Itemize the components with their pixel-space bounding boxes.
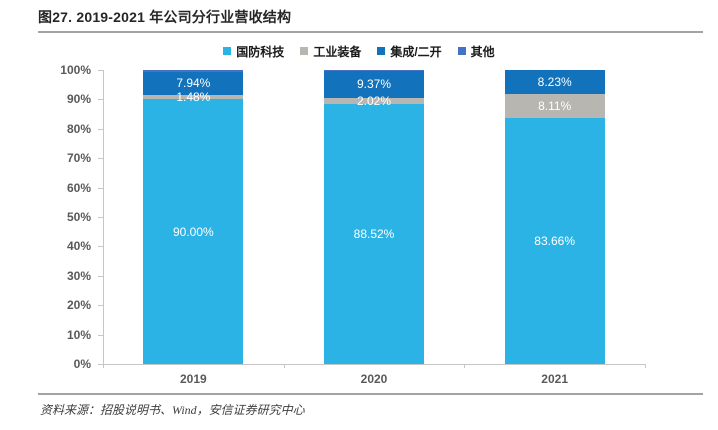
y-axis-tick xyxy=(98,70,103,71)
bar-value-label: 90.00% xyxy=(172,224,214,239)
bar-segment-2021-s1 xyxy=(504,94,605,119)
bar-segment-2019-s2 xyxy=(143,71,244,96)
bar-value-label: 9.37% xyxy=(356,77,392,92)
y-axis-tick xyxy=(98,305,103,307)
x-axis-tick xyxy=(103,364,104,368)
source-divider xyxy=(38,393,703,395)
y-axis-tick xyxy=(98,334,103,336)
y-axis-label: 90% xyxy=(66,92,91,107)
y-axis-tick xyxy=(98,246,103,248)
x-axis-label: 2021 xyxy=(541,372,568,386)
y-axis-label: 60% xyxy=(66,180,91,195)
y-axis-label: 70% xyxy=(66,151,91,166)
y-axis-label: 10% xyxy=(66,327,91,342)
bar-segment-2019-s1 xyxy=(143,95,244,100)
y-axis-label: 40% xyxy=(66,239,91,254)
bar-value-label: 83.66% xyxy=(534,234,575,249)
y-axis-label: 0% xyxy=(73,357,91,371)
y-axis-tick xyxy=(98,158,103,160)
bar-value-label: 8.23% xyxy=(537,75,572,90)
y-axis-tick xyxy=(98,99,103,101)
legend-swatch-icon xyxy=(300,47,309,55)
stacked-bar-chart: 0% 10% 20% 30% 40% 50% 60% 70% 80% 90% 100% 90.00% 1… xyxy=(0,62,718,402)
y-axis-tick xyxy=(98,128,103,130)
legend-item-3: 其他 xyxy=(457,43,495,60)
y-axis-label: 50% xyxy=(66,210,91,224)
y-axis-tick xyxy=(98,217,103,218)
bar-segment-2021-s2 xyxy=(504,70,605,95)
bar-value-label: 8.11% xyxy=(538,99,572,114)
bar-segment-2020-s2 xyxy=(324,70,424,98)
legend-label: 国防科技 xyxy=(236,44,285,59)
x-axis-tick xyxy=(283,364,285,368)
y-axis-tick xyxy=(98,364,103,365)
figure-title: 图27. 2019-2021 年公司分行业营收结构 xyxy=(38,9,292,25)
y-axis-label: 20% xyxy=(66,298,91,313)
legend-label: 工业装备 xyxy=(313,44,362,59)
bar-value-label: 88.52% xyxy=(353,226,395,241)
y-axis-tick xyxy=(98,187,103,189)
x-axis-tick xyxy=(464,364,466,368)
bar-value-label: 1.48% xyxy=(176,90,211,105)
legend-item-1: 工业装备 xyxy=(300,43,361,60)
title-divider xyxy=(38,31,703,33)
legend-label: 集成/二开 xyxy=(390,44,442,59)
legend-swatch-icon xyxy=(377,47,386,55)
y-axis-label: 100% xyxy=(60,63,91,77)
bar-value-label: 2.02% xyxy=(356,93,392,108)
chart-legend: 国防科技 工业装备 集成/二开 其他 xyxy=(0,43,718,59)
bar-segment-2019-s3 xyxy=(143,70,244,72)
bar-segment-2019-s0 xyxy=(143,99,244,364)
legend-label: 其他 xyxy=(470,44,495,59)
x-axis-tick xyxy=(645,364,646,368)
legend-swatch-icon xyxy=(223,47,232,55)
source-note: 资料来源：招股说明书、Wind，安信证券研究中心 xyxy=(40,403,305,417)
y-axis-tick xyxy=(98,275,103,277)
x-axis-label: 2020 xyxy=(360,372,388,386)
y-axis-label: 80% xyxy=(66,121,91,136)
legend-swatch-icon xyxy=(457,47,466,55)
legend-item-2: 集成/二开 xyxy=(377,43,442,60)
bar-value-label: 7.94% xyxy=(176,76,211,91)
y-axis-label: 30% xyxy=(66,268,91,283)
x-axis-label: 2019 xyxy=(179,372,207,386)
bar-segment-2020-s1 xyxy=(324,97,424,104)
legend-item-0: 国防科技 xyxy=(223,43,284,60)
bar-segment-2020-s0 xyxy=(324,103,424,364)
x-axis-line xyxy=(103,364,645,365)
bar-segment-2021-s0 xyxy=(504,118,605,364)
y-axis-line xyxy=(103,70,104,364)
